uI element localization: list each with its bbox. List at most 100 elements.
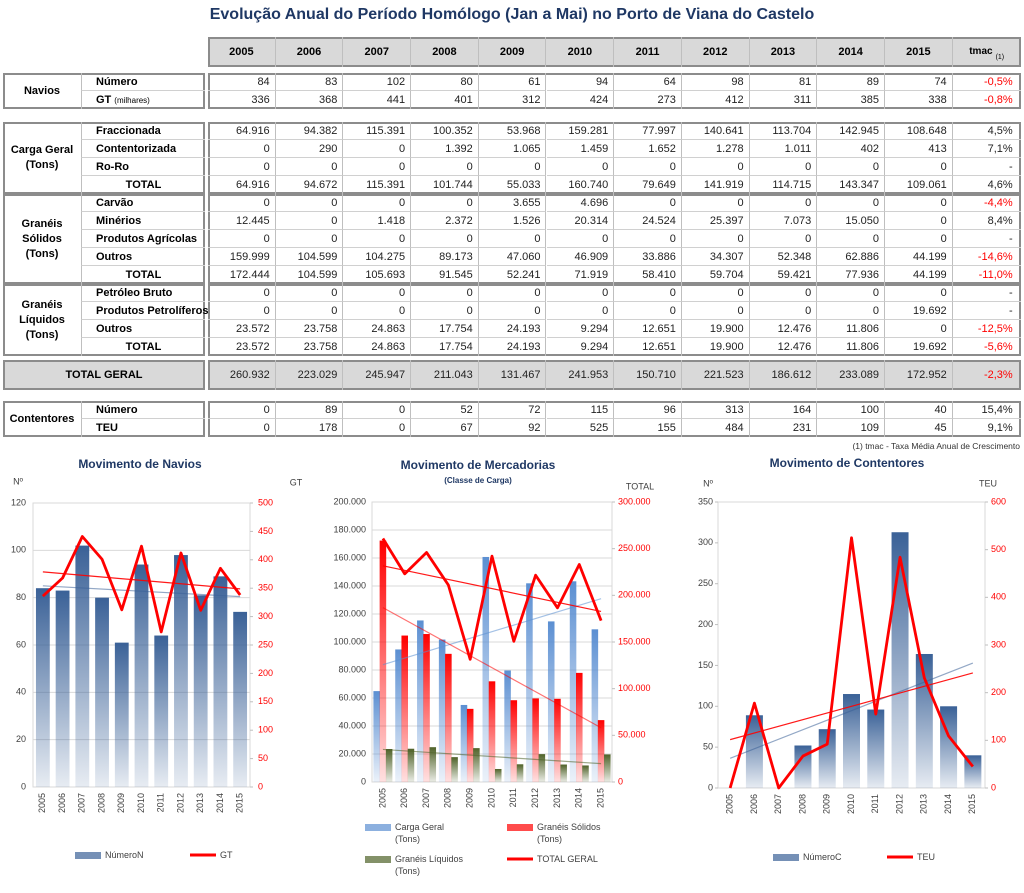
tmac-cell: 7,1% xyxy=(952,140,1021,158)
row-label: Minérios xyxy=(81,212,205,230)
cell: 84 xyxy=(208,73,276,91)
bar xyxy=(745,715,763,788)
label-box xyxy=(3,284,205,356)
cell: 64 xyxy=(614,73,682,91)
cell: 0 xyxy=(343,302,412,320)
cell: 0 xyxy=(614,230,682,248)
legend-label: Carga Geral (Tons) xyxy=(395,822,445,844)
x-tick-label: 2013 xyxy=(195,793,205,813)
y2-tick-label: 100.000 xyxy=(618,683,651,693)
bar xyxy=(597,720,605,782)
cell: 104.599 xyxy=(276,266,344,284)
row-label-text: Número xyxy=(96,76,138,88)
cell: 98 xyxy=(681,73,750,91)
chart-title: Movimento de Mercadorias xyxy=(401,458,556,472)
cell: 19.692 xyxy=(885,302,953,320)
trendline xyxy=(382,748,602,765)
bar xyxy=(55,590,70,787)
cell: 115.391 xyxy=(343,122,412,140)
cell: 11.806 xyxy=(817,320,885,338)
column-header: 2009 xyxy=(479,37,547,67)
cell: 19.900 xyxy=(681,320,750,338)
cell: 164 xyxy=(749,401,818,419)
bar xyxy=(385,748,393,782)
cell: 12.476 xyxy=(750,338,818,356)
cell: 4.696 xyxy=(546,194,615,212)
y-tick-label: 200.000 xyxy=(333,496,366,506)
line xyxy=(728,536,974,790)
bar xyxy=(482,556,490,782)
cell: 0 xyxy=(343,401,412,419)
y2-tick-label: 50.000 xyxy=(618,730,646,740)
cell: 34.307 xyxy=(681,248,750,266)
x-tick-label: 2010 xyxy=(846,794,856,814)
cell: 52 xyxy=(411,401,479,419)
cell: 0 xyxy=(614,194,682,212)
cell: 155 xyxy=(614,419,682,437)
cell: 0 xyxy=(885,212,953,230)
cell: 0 xyxy=(546,158,615,176)
bar xyxy=(95,597,109,787)
row-label: TEU xyxy=(81,419,205,437)
cell: 1.459 xyxy=(546,140,615,158)
bar xyxy=(134,564,149,787)
tmac-cell: -5,6% xyxy=(983,341,1013,353)
row-label: Produtos Agrícolas xyxy=(81,230,205,248)
row-label: Produtos Petrolíferos xyxy=(81,302,208,320)
tmac-cell: -0,5% xyxy=(952,73,1021,91)
y-tick-label: 100 xyxy=(698,701,713,711)
cell: 0 xyxy=(411,194,479,212)
row-label: TOTAL xyxy=(81,176,205,194)
cell: 290 xyxy=(275,140,344,158)
cell: 67 xyxy=(411,419,479,437)
cell: 1.392 xyxy=(411,140,479,158)
cell: 0 xyxy=(208,158,276,176)
bar xyxy=(438,639,446,782)
bar xyxy=(560,764,567,782)
cell: 1.065 xyxy=(478,140,547,158)
y2-tick-label: 300 xyxy=(258,611,273,621)
legend-label: GT xyxy=(220,850,233,860)
y2-tick-label: 200 xyxy=(258,668,273,678)
cell: 24.863 xyxy=(343,320,412,338)
header-row xyxy=(208,37,1021,67)
cell: 79.649 xyxy=(614,176,682,194)
cell: 23.572 xyxy=(208,320,276,338)
cell: 25.397 xyxy=(681,212,750,230)
y2-tick-label: 0 xyxy=(618,776,623,786)
cell: 385 xyxy=(817,91,885,109)
cell: 46.909 xyxy=(546,248,615,266)
cell: 115 xyxy=(546,401,615,419)
line xyxy=(381,537,603,661)
legend-swatch xyxy=(75,852,101,859)
cell: 0 xyxy=(343,419,412,437)
y-tick-label: 140.000 xyxy=(333,580,366,590)
value-box xyxy=(208,360,1021,390)
row-label-text: Número xyxy=(96,404,138,416)
x-tick-label: 2008 xyxy=(96,793,106,813)
cell: 23.758 xyxy=(276,338,344,356)
x-tick-label: 2012 xyxy=(894,794,904,814)
bar xyxy=(576,672,583,782)
y-tick-label: 60 xyxy=(16,639,26,649)
cell: 109 xyxy=(817,419,885,437)
cell: 61 xyxy=(478,73,547,91)
cell: 231 xyxy=(750,419,818,437)
trendline xyxy=(382,565,602,612)
cell: 92 xyxy=(479,419,547,437)
bar xyxy=(193,595,208,787)
bar xyxy=(547,621,555,782)
y2-tick-label: 450 xyxy=(258,526,273,536)
row-label-text: Petróleo Bruto xyxy=(96,287,173,299)
row-label: GT (milhares) xyxy=(81,91,205,109)
bar xyxy=(114,642,129,787)
cell: 0 xyxy=(885,230,953,248)
cell: 44.199 xyxy=(885,248,953,266)
y2-tick-label: 200.000 xyxy=(618,590,651,600)
x-tick-label: 2009 xyxy=(465,788,475,808)
x-tick-label: 2005 xyxy=(377,788,387,808)
y2-tick-label: 600 xyxy=(991,496,1006,506)
trendline xyxy=(382,598,602,666)
tmac-cell: -11,0% xyxy=(978,269,1013,281)
tmac-cell: - xyxy=(952,302,1021,320)
